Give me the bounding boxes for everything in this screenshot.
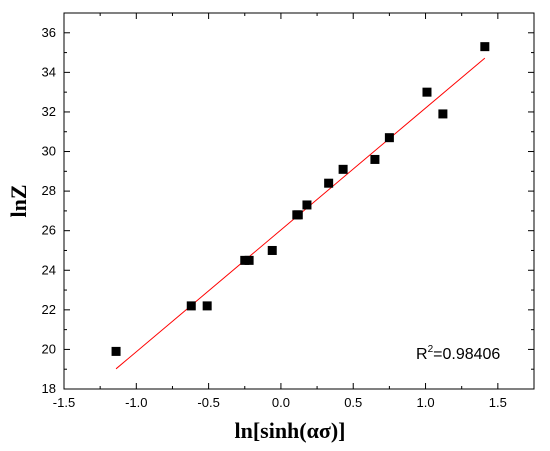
- data-point: [186, 301, 196, 311]
- data-point: [370, 154, 380, 164]
- data-point: [202, 301, 212, 311]
- x-axis-title: ln[sinh(ασ)]: [234, 418, 345, 443]
- y-tick-label: 30: [42, 144, 56, 159]
- y-tick-label: 36: [42, 25, 56, 40]
- x-tick-label: -1.5: [53, 395, 75, 410]
- x-tick-label: -0.5: [197, 395, 219, 410]
- r-squared-value: =0.98406: [433, 346, 500, 363]
- x-tick-label: -1.0: [125, 395, 147, 410]
- data-point: [384, 133, 394, 143]
- x-tick-label: 1.0: [416, 395, 434, 410]
- x-tick-label: 0.5: [344, 395, 362, 410]
- data-point: [293, 210, 303, 220]
- r-squared-base: R: [416, 346, 428, 363]
- y-tick-label: 20: [42, 341, 56, 356]
- r-squared-superscript: 2: [428, 344, 434, 355]
- y-tick-label: 34: [42, 64, 56, 79]
- y-tick-label: 26: [42, 223, 56, 238]
- points-layer: [111, 42, 490, 356]
- x-tick-label: 1.5: [489, 395, 507, 410]
- y-tick-label: 28: [42, 183, 56, 198]
- x-tick-label: 0.0: [272, 395, 290, 410]
- data-point: [438, 109, 448, 119]
- data-point: [480, 42, 490, 52]
- data-point: [111, 346, 121, 356]
- y-tick-label: 22: [42, 302, 56, 317]
- data-point: [324, 178, 334, 188]
- r-squared-annotation: R2=0.98406: [416, 344, 500, 363]
- y-axis-title: lnZ: [6, 184, 31, 217]
- data-point: [302, 200, 312, 210]
- ticks-layer: -1.5 -1.0 -0.5 0.0 0.5 1.0 1.5 18 20 22 24 26 28 30 32…: [42, 13, 534, 410]
- y-tick-label: 32: [42, 104, 56, 119]
- data-point: [422, 87, 432, 97]
- data-point: [244, 255, 254, 265]
- plot-frame: [63, 12, 535, 390]
- y-tick-label: 24: [42, 262, 56, 277]
- data-point: [338, 164, 348, 174]
- data-point: [267, 245, 277, 255]
- y-tick-label: 18: [42, 381, 56, 396]
